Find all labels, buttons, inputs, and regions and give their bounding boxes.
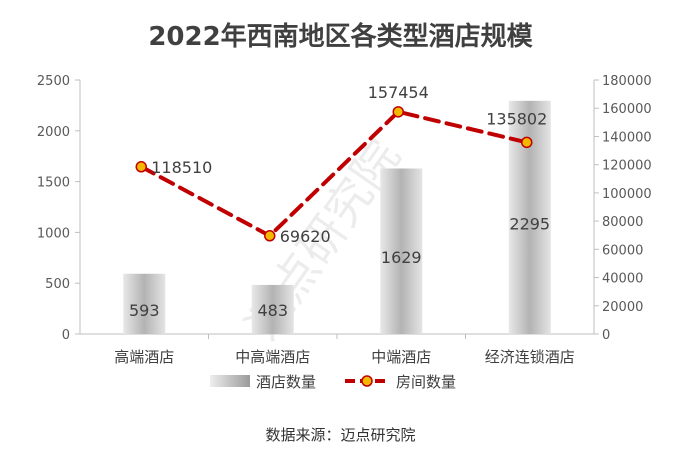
source-note: 数据来源：迈点研究院: [265, 426, 416, 444]
line-value-label: 118510: [151, 158, 212, 177]
right-tick-label: 60000: [602, 243, 643, 258]
bar-value-label: 593: [129, 301, 160, 320]
bar: [123, 273, 166, 334]
x-category-label: 高端酒店: [114, 348, 174, 366]
legend-bar-swatch: [210, 375, 250, 387]
right-tick-label: 160000: [602, 102, 652, 117]
x-category-label: 经济连锁酒店: [485, 348, 575, 366]
left-tick-label: 0: [62, 328, 70, 343]
left-tick-label: 1500: [37, 176, 70, 191]
line-value-label: 135802: [486, 109, 547, 128]
bar-value-label: 2295: [509, 214, 550, 233]
bar: [380, 168, 423, 334]
chart-title: 2022年西南地区各类型酒店规模: [148, 22, 533, 52]
right-tick-label: 180000: [602, 74, 652, 89]
left-tick-label: 2500: [37, 74, 70, 89]
right-tick-label: 80000: [602, 215, 643, 230]
x-category-label: 中端酒店: [371, 348, 431, 366]
bar: [251, 284, 294, 334]
line-marker: [521, 136, 533, 149]
right-tick-label: 0: [602, 328, 610, 343]
line-value-label: 157454: [368, 83, 429, 102]
legend-bar-label: 酒店数量: [256, 373, 316, 391]
bar-value-label: 483: [257, 301, 288, 320]
left-tick-label: 1000: [37, 226, 70, 241]
right-tick-label: 20000: [602, 300, 643, 315]
right-tick-label: 100000: [602, 187, 652, 202]
left-tick-label: 2000: [37, 125, 70, 140]
legend-line-label: 房间数量: [396, 373, 456, 391]
legend-line-marker: [361, 375, 373, 387]
right-tick-label: 40000: [602, 272, 643, 287]
combo-chart: 0 500 1000 1500 2000 2500 0 20000 40000 60000 8000…: [37, 74, 652, 391]
line-marker: [135, 161, 147, 173]
chart-panel: [0, 0, 681, 410]
line-marker: [392, 106, 404, 118]
left-tick-label: 500: [45, 277, 70, 292]
right-tick-label: 140000: [602, 130, 652, 145]
line-value-label: 69620: [280, 227, 331, 246]
bar-value-label: 1629: [381, 248, 422, 267]
x-category-label: 中高端酒店: [235, 348, 310, 366]
line-marker: [264, 230, 276, 242]
line-series: [139, 109, 529, 239]
right-tick-label: 120000: [602, 159, 652, 174]
